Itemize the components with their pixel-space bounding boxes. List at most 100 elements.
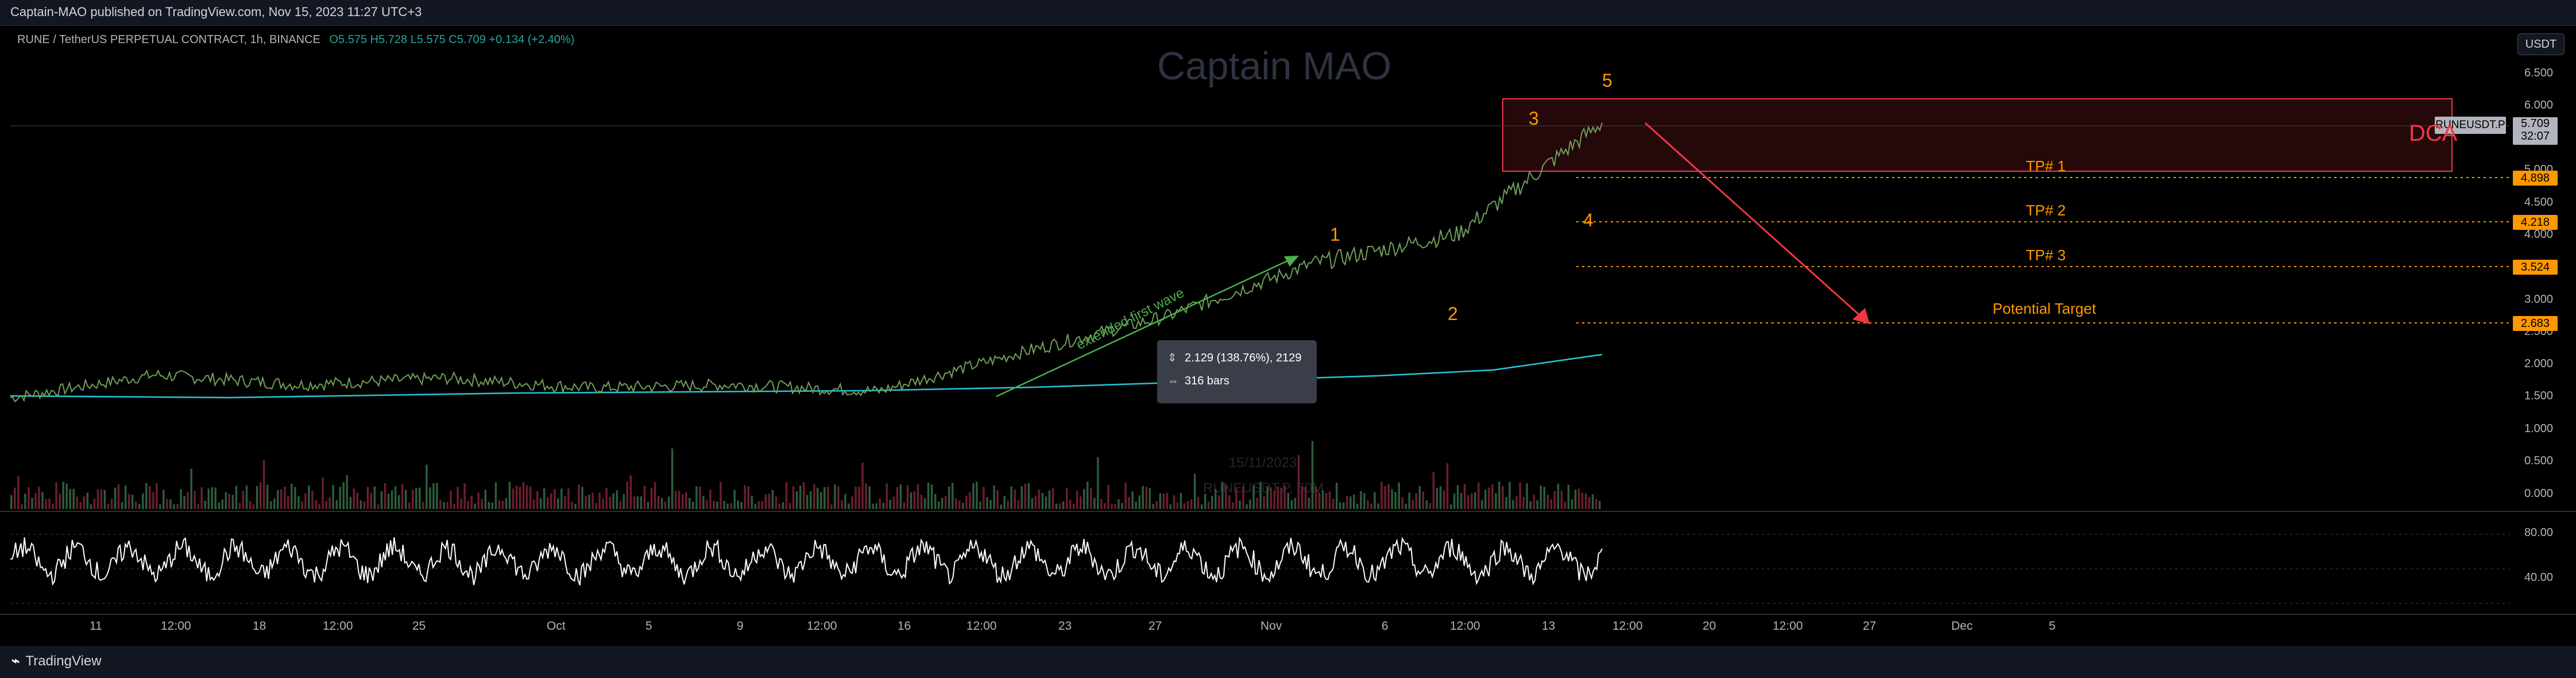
volume-bar <box>1176 502 1179 509</box>
volume-bar <box>439 500 442 509</box>
volume-bar <box>1235 488 1237 509</box>
volume-bar <box>795 491 798 509</box>
volume-bar <box>1449 504 1452 509</box>
volume-bar <box>1083 489 1085 509</box>
volume-bar <box>1595 499 1598 509</box>
volume-bar <box>249 501 252 509</box>
volume-bar <box>1550 499 1553 509</box>
volume-bar <box>1519 482 1521 509</box>
volume-bar <box>377 504 380 509</box>
dca-zone[interactable] <box>1502 98 2453 172</box>
volume-bar <box>540 498 542 509</box>
volume-bar <box>1221 481 1224 509</box>
volume-bar <box>1571 499 1573 509</box>
volume-bar <box>1073 503 1075 509</box>
wave-3-label[interactable]: 3 <box>1529 108 1539 129</box>
volume-bar <box>1405 503 1407 509</box>
potential-target-label[interactable]: Potential Target <box>1993 300 2097 317</box>
volume-bar <box>387 494 390 509</box>
volume-bar <box>879 498 881 509</box>
volume-bar <box>463 483 466 509</box>
volume-bar <box>48 498 51 509</box>
volume-bar <box>733 490 736 509</box>
symbol-legend[interactable]: RUNE / TetherUS PERPETUAL CONTRACT, 1h, … <box>17 33 574 47</box>
volume-bar <box>1398 482 1400 509</box>
volume-bar <box>342 482 345 509</box>
moving-average-line <box>10 353 1603 399</box>
wave-4-label[interactable]: 4 <box>1583 210 1593 230</box>
volume-bar <box>1287 492 1290 509</box>
price-tick: 6.500 <box>2524 67 2553 79</box>
volume-bar <box>1567 484 1570 509</box>
measure-range-row: ⇕ 2.129 (138.76%), 2129 <box>1167 349 1302 367</box>
volume-bar <box>373 486 376 509</box>
tp2-label[interactable]: TP# 2 <box>2026 202 2066 219</box>
volume-bar <box>740 502 742 509</box>
time-tick: 13 <box>1542 619 1556 633</box>
volume-bar <box>1425 500 1428 509</box>
volume-bar <box>422 502 424 509</box>
tp2-price-badge: 4.218 <box>2513 215 2558 230</box>
currency-button[interactable]: USDT <box>2517 33 2565 55</box>
volume-bar <box>1301 486 1304 509</box>
time-tick: 12:00 <box>323 619 353 633</box>
volume-bar <box>335 500 338 509</box>
symbol-title[interactable]: RUNE / TetherUS PERPETUAL CONTRACT, 1h, … <box>17 33 320 46</box>
tp1-label[interactable]: TP# 1 <box>2026 157 2066 175</box>
volume-bar <box>1252 485 1255 509</box>
volume-bar <box>363 501 366 509</box>
volume-bar <box>923 498 926 509</box>
volume-bar <box>124 486 127 509</box>
volume-bar <box>1553 491 1556 509</box>
wave-5-label[interactable]: 5 <box>1602 70 1612 91</box>
volume-bar <box>1045 496 1047 509</box>
volume-bar <box>664 501 667 509</box>
volume-bar <box>291 483 293 509</box>
time-tick: 6 <box>1382 619 1388 633</box>
volume-bar <box>1577 488 1580 509</box>
wave-2-label[interactable]: 2 <box>1448 303 1458 324</box>
last-price-badge[interactable]: 5.709 32:07 <box>2513 117 2558 145</box>
volume-bar <box>837 486 840 509</box>
volume-bar <box>1432 472 1435 509</box>
volume-bar <box>17 476 20 509</box>
bars-icon: ⇔ <box>1167 375 1179 387</box>
volume-bar <box>332 484 334 509</box>
volume-bar <box>1387 484 1390 509</box>
volume-bar <box>1481 500 1483 509</box>
volume-bar <box>1020 486 1023 509</box>
volume-bar <box>197 503 199 509</box>
volume-bar <box>1363 493 1366 509</box>
volume-bar <box>550 493 552 509</box>
volume-bar <box>854 486 857 509</box>
volume-bar <box>1515 495 1518 509</box>
volume-bar <box>1536 500 1538 509</box>
volume-bar <box>1124 482 1127 509</box>
volume-bar <box>1353 494 1355 509</box>
volume-bar <box>1442 490 1445 509</box>
volume-bar <box>1080 496 1082 509</box>
volume-bar <box>522 482 525 509</box>
volume-bar <box>872 503 874 509</box>
volume-bar <box>723 501 725 509</box>
volume-bar <box>1058 503 1061 509</box>
volume-bar <box>235 486 238 509</box>
target-arrow[interactable] <box>1644 122 1867 322</box>
dca-label[interactable]: DCA <box>2409 121 2458 146</box>
extended-wave-arrow[interactable] <box>996 256 1295 398</box>
volume-bar <box>221 499 224 509</box>
time-tick: 12:00 <box>807 619 837 633</box>
volume-bar <box>1591 494 1594 509</box>
volume-bar <box>322 477 324 509</box>
rsi-series[interactable] <box>10 536 1603 586</box>
volume-bar <box>1415 493 1418 509</box>
volume-bar <box>1411 500 1414 509</box>
wave-1-label[interactable]: 1 <box>1330 224 1340 245</box>
volume-bar <box>1384 486 1386 509</box>
price-series[interactable] <box>10 122 1603 403</box>
price-chart[interactable] <box>0 25 2576 646</box>
volume-bar <box>1560 490 1563 509</box>
volume-bar <box>1318 492 1321 509</box>
tp3-label[interactable]: TP# 3 <box>2026 246 2066 264</box>
tradingview-logo[interactable]: ⌁ TradingView <box>11 653 102 669</box>
